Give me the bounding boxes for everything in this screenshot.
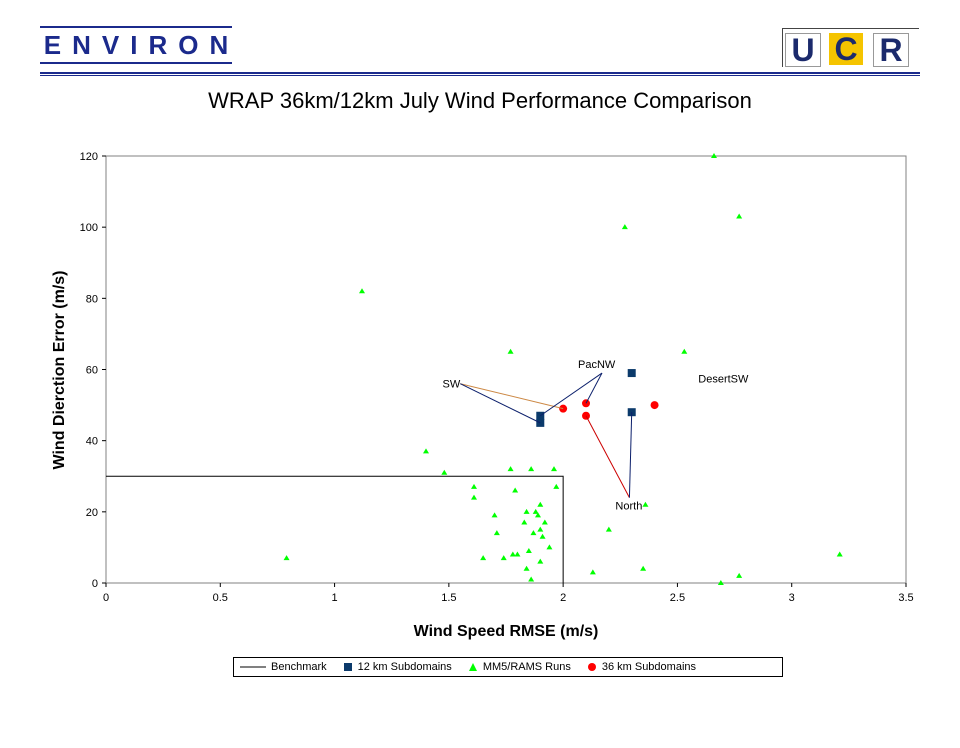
x-axis-label: Wind Speed RMSE (m/s) [414,623,599,640]
mm5-point [514,551,521,557]
callout-line-pacnw-12km [540,372,603,417]
legend-square-symbol [343,663,352,671]
ucr-letter-u: U [785,33,821,67]
mm5-point [493,530,500,536]
x-tick-label: 0.5 [213,592,228,604]
mm5-point [521,519,528,525]
subdomain-12km-point [627,369,636,378]
mm5-point [471,483,477,489]
mm5-point [717,580,724,585]
mm5-point [589,569,596,575]
y-axis-label: Wind Dierction Error (m/s) [51,271,68,470]
x-tick-label: 1 [332,592,338,604]
legend-line-symbol [240,666,266,668]
x-tick-label: 2.5 [670,592,685,604]
ucr-letter-c: C [829,33,863,65]
chart-title: WRAP 36km/12km July Wind Performance Com… [208,88,752,113]
callout-line-sw-12km [460,383,541,424]
legend-item-12km: 12 km Subdomains [343,661,452,673]
mm5-point [537,501,544,507]
mm5-point [541,519,548,525]
callout-line-pacnw-36km [585,372,603,404]
environ-logo: ENVIRON [40,26,232,64]
header-divider [40,72,920,76]
mm5-point [512,487,519,493]
callout-line-north-36km [585,415,630,498]
mm5-point [537,558,544,564]
mm5-point [530,530,537,536]
x-tick-label: 3 [789,592,795,604]
legend-label-36km: 36 km Subdomains [601,661,697,673]
mm5-point [509,551,516,557]
mm5-point [836,551,843,557]
mm5-point [539,533,546,539]
legend-label-mm5: MM5/RAMS Runs [482,661,571,673]
environ-logo-text: ENVIRON [43,29,240,60]
annotation-layer: SW PacNW DesertSW North [443,359,749,513]
mm5-point [528,576,535,582]
subdomain-36km-point [650,401,659,410]
ucr-letter-r: R [873,33,909,67]
mm5-point [423,448,429,454]
mm5-point [736,572,743,578]
legend-label-benchmark: Benchmark [271,661,327,673]
mm5-point [528,466,535,472]
mm5-point [491,512,498,518]
x-axis: 0 0.5 1 1.5 2 2.5 3 3.5 [103,583,914,604]
mm5-point [525,547,532,553]
y-tick-label: 20 [86,507,98,519]
legend-circle-symbol [587,663,596,671]
callout-line-sw-36km [460,383,564,410]
mm5-point [681,348,688,354]
mm5-point [621,224,628,230]
mm5-point [642,501,649,507]
y-tick-label: 0 [92,578,98,590]
mm5-point [507,348,514,354]
mm5-point [711,153,717,158]
mm5-point [471,494,477,500]
y-tick-label: 60 [86,365,98,377]
legend-item-36km: 36 km Subdomains [587,661,696,673]
mm5-point [553,483,560,489]
mm5-point [605,526,612,532]
mm5-point [532,508,539,514]
y-tick-label: 40 [86,436,98,448]
plot-area [105,155,907,584]
annotation-sw: SW [443,379,461,391]
mm5-point [480,555,487,561]
mm5-point [507,466,514,472]
chart-legend: Benchmark 12 km Subdomains MM5/RAMS Runs… [233,657,783,677]
mm5-point [546,544,553,550]
mm5-point [551,466,557,472]
legend-label-12km: 12 km Subdomains [357,661,452,673]
mm5-point [537,526,544,532]
ucr-logo: U C R [782,28,919,67]
y-tick-label: 120 [80,151,98,163]
mm5-point [736,213,743,219]
annotation-desertsw: DesertSW [698,374,749,386]
legend-item-mm5: MM5/RAMS Runs [468,661,571,673]
mm5-point [500,555,507,561]
x-tick-label: 2 [560,592,566,604]
mm5-point [523,508,530,514]
x-tick-label: 0 [103,592,109,604]
annotation-north: North [615,501,642,513]
legend-triangle-symbol [468,663,477,671]
mm5-point [523,565,530,571]
y-axis: 0 20 40 60 80 100 120 [80,151,106,590]
mm5-point [640,565,647,571]
mm5-point [359,288,365,294]
mm5-point [441,469,448,475]
benchmark-line [106,475,564,583]
y-tick-label: 100 [80,222,98,234]
mm5-point [283,555,290,561]
mm5-point [535,512,541,518]
x-tick-label: 1.5 [441,592,456,604]
legend-item-benchmark: Benchmark [240,661,327,673]
x-tick-label: 3.5 [898,592,913,604]
y-tick-label: 80 [86,293,98,305]
annotation-pacnw: PacNW [578,359,616,371]
callout-line-north-12km [628,412,633,498]
